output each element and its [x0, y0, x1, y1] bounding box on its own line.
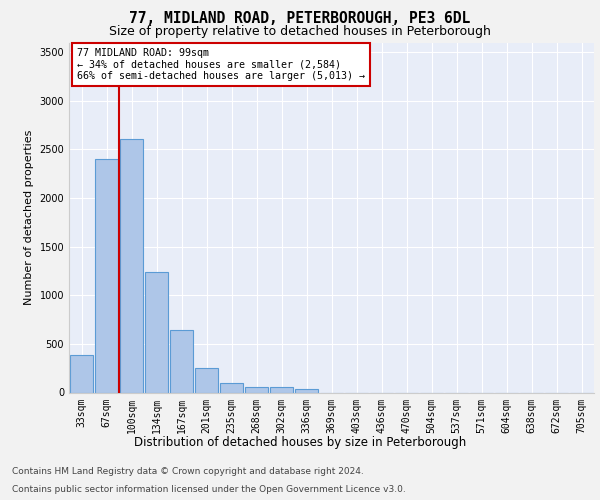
Bar: [245, 386, 268, 392]
Bar: [270, 387, 293, 392]
Bar: [220, 384, 243, 392]
Text: Size of property relative to detached houses in Peterborough: Size of property relative to detached ho…: [109, 25, 491, 38]
Y-axis label: Number of detached properties: Number of detached properties: [24, 130, 34, 305]
Text: Contains HM Land Registry data © Crown copyright and database right 2024.: Contains HM Land Registry data © Crown c…: [12, 467, 364, 476]
Text: Distribution of detached houses by size in Peterborough: Distribution of detached houses by size …: [134, 436, 466, 449]
Bar: [295, 388, 318, 392]
Text: Contains public sector information licensed under the Open Government Licence v3: Contains public sector information licen…: [12, 485, 406, 494]
Bar: [70, 354, 93, 393]
Text: 77 MIDLAND ROAD: 99sqm
← 34% of detached houses are smaller (2,584)
66% of semi-: 77 MIDLAND ROAD: 99sqm ← 34% of detached…: [77, 48, 365, 81]
Bar: [195, 368, 218, 392]
Bar: [120, 138, 143, 392]
Bar: [170, 330, 193, 392]
Bar: [95, 159, 118, 392]
Text: 77, MIDLAND ROAD, PETERBOROUGH, PE3 6DL: 77, MIDLAND ROAD, PETERBOROUGH, PE3 6DL: [130, 11, 470, 26]
Bar: [145, 272, 168, 392]
